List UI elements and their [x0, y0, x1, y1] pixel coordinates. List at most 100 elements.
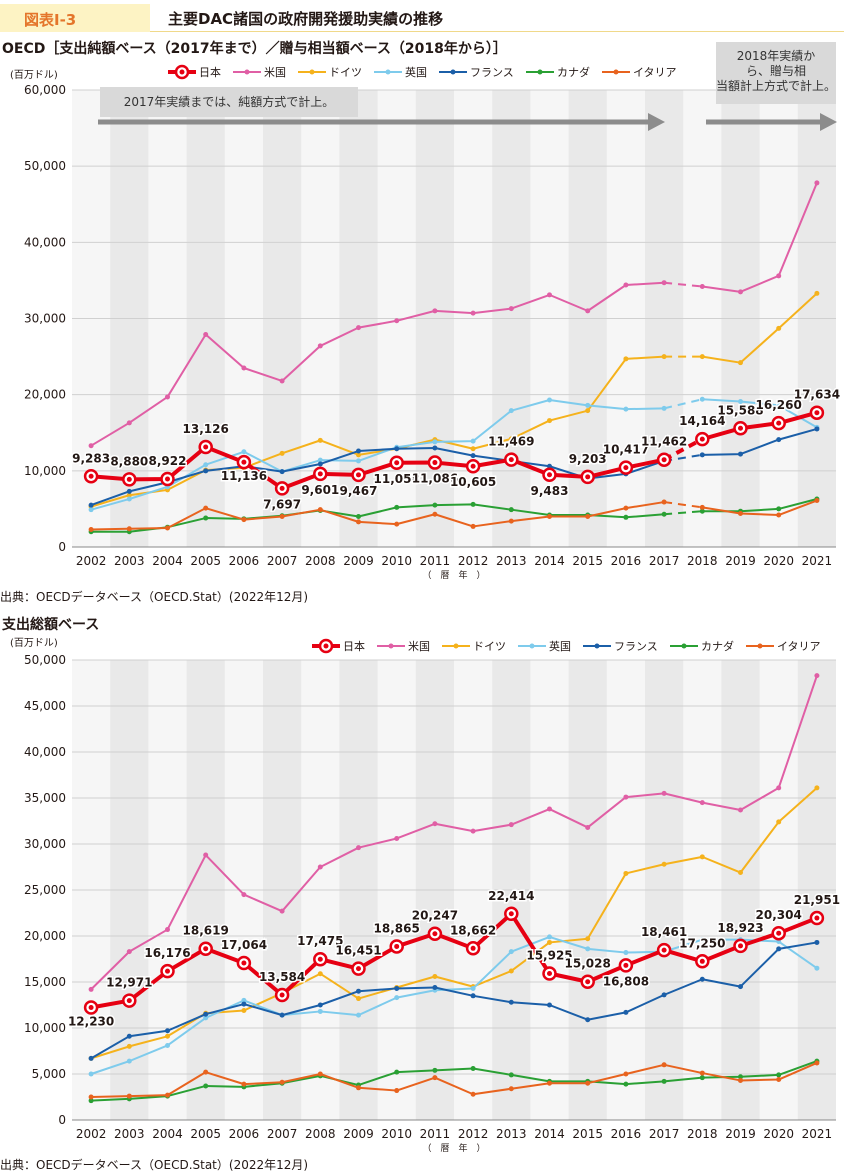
- chart2-point-italy: [356, 1085, 361, 1091]
- legend-label-usa: 米国: [408, 640, 430, 653]
- chart2-point-usa: [88, 986, 94, 992]
- figure-tag: 図表Ⅰ-3: [0, 4, 150, 32]
- chart1-point-germany: [317, 437, 323, 443]
- chart1-point-core-japan: [623, 465, 629, 471]
- chart2-point-uk: [547, 934, 552, 940]
- chart2-point-italy: [814, 1060, 820, 1066]
- chart2-x-tick-label: 2007: [267, 1127, 298, 1141]
- legend-label-canada: カナダ: [701, 639, 734, 653]
- chart2-x-tick-label: 2016: [611, 1127, 642, 1141]
- chart1-point-usa: [317, 343, 323, 349]
- chart1-point-core-japan: [776, 420, 782, 426]
- chart1-point-core-japan: [699, 436, 705, 442]
- chart2-point-france: [547, 1002, 552, 1008]
- chart1-point-france: [814, 426, 820, 432]
- chart1-x-tick-label: 2011: [420, 554, 451, 568]
- legend-label-uk: 英国: [405, 65, 427, 79]
- chart2-x-tick-label: 2014: [534, 1127, 565, 1141]
- chart2-y-tick-label: 5,000: [32, 1067, 66, 1081]
- chart1-data-label-japan: 9,467: [340, 484, 378, 498]
- chart2-point-canada: [88, 1098, 94, 1104]
- chart2-point-usa: [394, 835, 400, 841]
- chart2-point-usa: [738, 807, 743, 813]
- chart2-point-core-japan: [508, 911, 514, 917]
- legend-marker-canada: [681, 643, 687, 649]
- chart2-point-italy: [165, 1092, 170, 1098]
- chart1-point-italy: [356, 519, 361, 525]
- chart1-point-france: [317, 461, 323, 467]
- chart2-point-usa: [814, 673, 820, 679]
- chart1-point-usa: [432, 308, 438, 314]
- chart1-point-core-japan: [88, 473, 94, 479]
- chart1-point-italy: [394, 521, 400, 527]
- chart1-point-canada: [661, 511, 667, 517]
- chart1-point-usa: [738, 289, 743, 295]
- annotation-grant-basis-line: 2018年実績か: [737, 48, 816, 63]
- chart2-point-usa: [470, 828, 476, 834]
- chart1-point-usa: [88, 443, 94, 449]
- chart2-x-tick-label: 2013: [496, 1127, 527, 1141]
- chart2-point-italy: [88, 1094, 94, 1100]
- chart2-x-tick-label: 2018: [687, 1127, 718, 1141]
- legend-label-usa: 米国: [264, 66, 286, 79]
- chart2-point-usa: [699, 800, 705, 806]
- chart2-point-canada: [661, 1078, 667, 1084]
- chart2-point-core-japan: [356, 966, 361, 972]
- annotation-grant-basis-line: 当額計上方式で計上。: [716, 78, 836, 93]
- chart1-point-france: [279, 469, 285, 475]
- chart1-point-core-japan: [470, 463, 476, 469]
- chart1-point-uk: [126, 496, 132, 502]
- legend-label-germany: ドイツ: [329, 66, 362, 79]
- chart2-point-core-japan: [279, 992, 285, 998]
- annotation-arrow-head-right: [820, 113, 837, 131]
- chart2-x-tick-label: 2010: [381, 1127, 412, 1141]
- legend-marker-usa: [244, 69, 250, 75]
- chart2-point-france: [623, 1009, 629, 1015]
- chart1-point-usa: [126, 420, 132, 426]
- chart1-point-italy: [165, 525, 170, 531]
- chart2-point-core-japan: [776, 930, 782, 936]
- chart1-point-usa: [547, 292, 552, 298]
- legend-marker-france: [450, 69, 456, 75]
- chart1-x-tick-label: 2002: [76, 554, 107, 568]
- chart1-data-label-japan: 16,260: [756, 398, 802, 412]
- legend-label-uk: 英国: [549, 639, 571, 653]
- chart2-series-line-usa: [90, 674, 818, 991]
- chart1-point-usa: [585, 308, 591, 314]
- chart1-series-break-italy: [663, 501, 703, 509]
- legend-label-italy: イタリア: [777, 640, 821, 653]
- chart1-point-core-japan: [547, 472, 552, 478]
- chart2-x-tick-label: 2015: [572, 1127, 603, 1141]
- legend-marker-uk: [385, 69, 391, 75]
- chart2-point-usa: [356, 845, 361, 851]
- chart2-x-tick-label: 2017: [649, 1127, 680, 1141]
- chart2-point-core-japan: [241, 960, 247, 966]
- chart2-x-tick-label: 2019: [725, 1127, 756, 1141]
- chart2-point-canada: [699, 1075, 705, 1081]
- chart2-point-germany: [126, 1043, 132, 1049]
- legend-marker-germany: [453, 643, 459, 649]
- chart1-y-tick-label: 50,000: [24, 159, 66, 173]
- chart2-data-label-japan: 20,304: [756, 908, 802, 922]
- chart1-point-france: [203, 468, 209, 474]
- legend-marker-italy: [613, 69, 619, 75]
- chart1-point-france: [432, 445, 438, 451]
- chart1-x-tick-label: 2019: [725, 554, 756, 568]
- chart2-y-tick-label: 15,000: [24, 975, 66, 989]
- chart2-point-france: [776, 946, 782, 952]
- chart1-point-uk: [356, 458, 361, 464]
- chart1-data-label-japan: 11,086: [412, 472, 458, 486]
- chart1-data-label-japan: 11,462: [641, 435, 687, 449]
- chart2-point-france: [279, 1012, 285, 1018]
- chart1-x-tick-label: 2012: [458, 554, 489, 568]
- chart1-data-label-japan: 14,164: [679, 414, 725, 428]
- annotation-net-basis: 2017年実績までは、純額方式で計上。: [124, 94, 335, 109]
- chart2-point-canada: [776, 1072, 782, 1078]
- chart1-point-germany: [585, 408, 591, 414]
- chart2-point-italy: [661, 1062, 667, 1068]
- chart2-point-core-japan: [585, 979, 591, 985]
- chart2-point-germany: [776, 819, 782, 825]
- chart1-x-axis-label: （ 暦 年 ）: [422, 569, 485, 581]
- chart1-point-france: [394, 446, 400, 452]
- chart1-x-tick-label: 2017: [649, 554, 680, 568]
